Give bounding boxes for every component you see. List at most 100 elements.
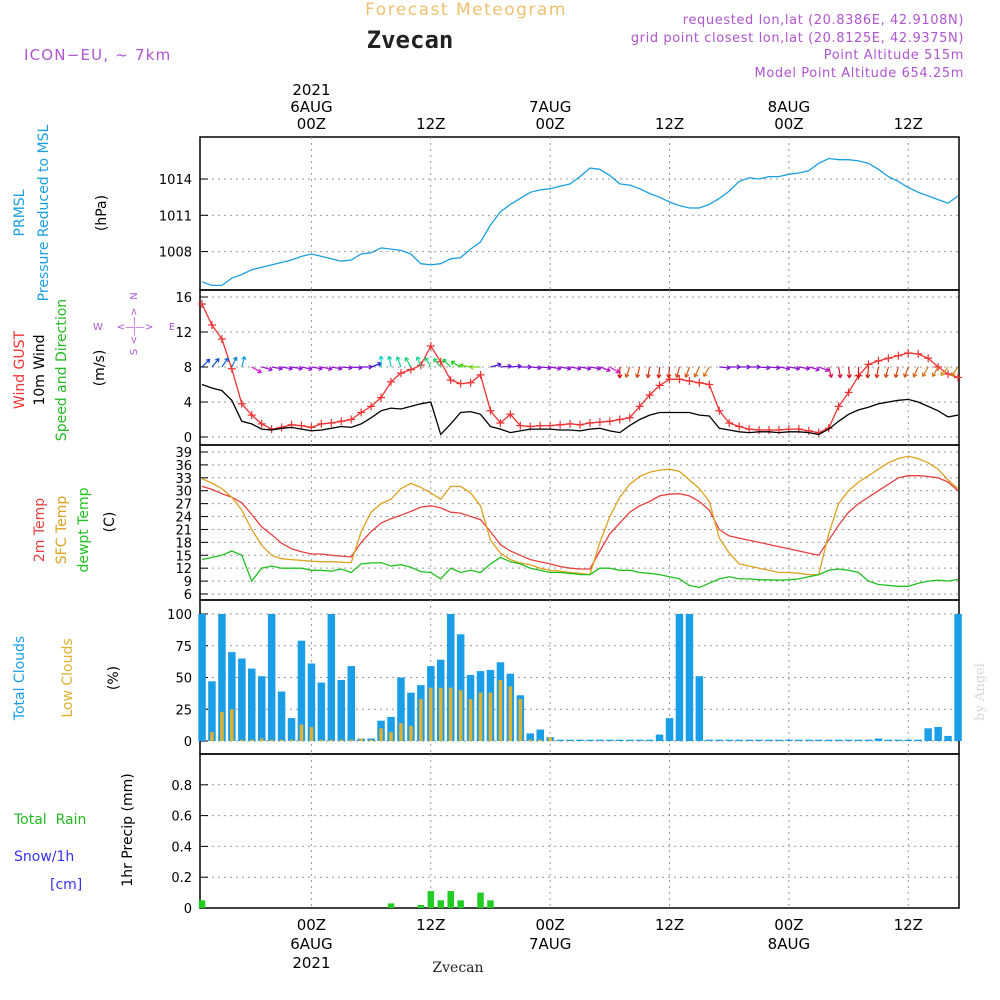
- bar-total-clouds: [218, 614, 226, 741]
- wind-direction-arrow: [500, 363, 512, 369]
- y-tick-label: 0.6: [171, 810, 192, 825]
- top-time-label: 6AUG: [290, 98, 332, 116]
- clouds-unit: (%): [106, 666, 122, 690]
- wind-direction-arrow: [931, 366, 939, 378]
- y-tick-label: 9: [184, 575, 192, 590]
- bar-low-clouds: [548, 737, 552, 741]
- bar-total-clouds: [307, 663, 316, 741]
- wind-direction-arrow: [424, 356, 432, 368]
- y-tick-label: 1008: [159, 246, 192, 261]
- gust-marker: [416, 361, 425, 370]
- wind-direction-arrow: [768, 365, 781, 371]
- y-tick-label: 50: [175, 672, 192, 687]
- bar-total-clouds: [636, 739, 644, 741]
- wind-direction-arrow: [404, 356, 412, 368]
- bar-low-clouds: [379, 728, 383, 741]
- wind-direction-arrow: [261, 366, 273, 372]
- gust-marker: [377, 393, 386, 402]
- gust-marker: [506, 410, 515, 419]
- bar-total-clouds: [934, 727, 942, 741]
- gust-marker: [426, 342, 435, 350]
- bar-low-clouds: [309, 727, 314, 741]
- bar-total-clouds: [874, 738, 883, 741]
- gust-marker: [675, 375, 684, 384]
- bar-low-clouds: [250, 739, 254, 741]
- y-tick-label: 0.2: [171, 871, 192, 886]
- gust-marker: [705, 380, 714, 389]
- wind-direction-arrow: [510, 363, 522, 369]
- gust-marker: [585, 419, 594, 427]
- y-tick-label: 25: [175, 703, 192, 718]
- bar-total-clouds: [566, 739, 574, 741]
- compass-n: N: [129, 292, 140, 299]
- wind-direction-arrow: [808, 366, 820, 372]
- bar-low-clouds: [399, 723, 403, 741]
- wind-direction-arrow: [520, 364, 532, 370]
- top-time-label: 7AUG: [529, 98, 571, 116]
- bar-low-clouds: [230, 709, 234, 742]
- gust-marker: [745, 425, 754, 434]
- wind-direction-arrow: [550, 365, 562, 371]
- wind-direction-arrow: [940, 366, 949, 376]
- wind-direction-arrow: [837, 366, 843, 379]
- wind-direction-arrow: [231, 356, 238, 368]
- wind-direction-arrow: [624, 366, 631, 378]
- bar-low-clouds: [220, 711, 224, 741]
- bar-low-clouds: [269, 739, 274, 741]
- y-tick-label: 30: [175, 485, 192, 500]
- bar-total-clouds: [904, 739, 912, 741]
- bar-low-clouds: [329, 739, 334, 741]
- bar-total-clouds: [765, 739, 773, 741]
- bar-total-clouds: [198, 614, 206, 741]
- wind-direction-arrow: [569, 365, 582, 371]
- gust-marker: [396, 369, 405, 378]
- wind-direction-arrow: [469, 364, 481, 370]
- y-tick-label: 12: [175, 562, 192, 577]
- gust-marker: [337, 417, 346, 426]
- temp-unit: (C): [102, 512, 118, 533]
- bottom-time-label: 12Z: [655, 916, 684, 934]
- wind-direction-arrow: [818, 366, 830, 373]
- compass-w: W: [93, 322, 103, 333]
- bar-total-clouds: [347, 666, 355, 741]
- gust-marker: [566, 419, 575, 428]
- y-tick-label: 75: [175, 640, 192, 655]
- bar-total-clouds: [854, 739, 863, 741]
- bar-low-clouds: [478, 692, 483, 741]
- wind-direction-arrow: [617, 367, 623, 379]
- y-tick-label: 0: [184, 902, 192, 917]
- location-title: Zvecan: [367, 26, 454, 54]
- wind-direction-arrow: [599, 366, 611, 373]
- bar-total-clouds: [675, 614, 684, 741]
- gust-marker: [595, 418, 604, 427]
- wind-direction-arrow: [693, 366, 700, 378]
- bar-total-clouds: [755, 739, 763, 741]
- bar-total-clouds: [456, 634, 465, 741]
- gust-marker: [456, 379, 465, 388]
- bar-total-clouds: [864, 739, 873, 741]
- bar-low-clouds: [210, 732, 214, 741]
- top-time-label: 00Z: [297, 115, 326, 133]
- bar-low-clouds: [538, 739, 542, 741]
- gust-marker: [755, 426, 764, 434]
- bar-total-clouds: [397, 677, 405, 741]
- top-time-label: 8AUG: [768, 98, 810, 116]
- wind-panel: 0 4 8 12 16 Wind GUST 10m Wind Speed and Dir…: [12, 289, 962, 446]
- wind-direction-arrow: [855, 367, 862, 379]
- footer-location: Zvecan: [432, 960, 483, 976]
- wind-direction-arrow: [759, 365, 771, 371]
- bar-low-clouds: [279, 739, 284, 741]
- bar-total-clouds: [297, 640, 306, 741]
- gust-marker: [576, 420, 584, 429]
- bar-total-rain: [457, 900, 464, 908]
- bar-low-clouds: [419, 699, 423, 741]
- bar-total-clouds: [665, 718, 674, 741]
- bar-low-clouds: [369, 739, 373, 741]
- wind-direction-arrow: [828, 366, 834, 379]
- wind-direction-arrow: [798, 365, 811, 371]
- temp-dewpt-label: dewpt Temp: [76, 487, 92, 572]
- gust-marker: [387, 377, 395, 386]
- gust-marker: [725, 419, 734, 427]
- wind-direction-arrow: [922, 366, 929, 378]
